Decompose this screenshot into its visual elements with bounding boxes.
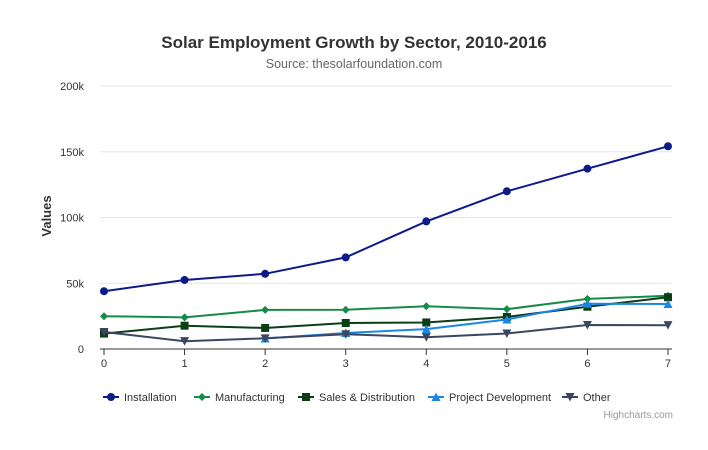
data-point[interactable] — [341, 305, 350, 314]
series-other — [99, 320, 673, 346]
y-tick-label: 150k — [60, 147, 84, 159]
data-point[interactable] — [421, 333, 431, 342]
chart-subtitle: Source: thesolarfoundation.com — [266, 57, 443, 71]
y-tick-label: 0 — [78, 344, 84, 356]
legend-marker[interactable] — [198, 393, 206, 401]
legend-item[interactable]: Manufacturing — [194, 392, 285, 404]
legend-item[interactable]: Other — [562, 392, 611, 404]
data-point[interactable] — [422, 318, 431, 327]
series-installation — [100, 142, 672, 296]
data-point[interactable] — [664, 293, 672, 302]
data-point[interactable] — [421, 324, 431, 334]
legend[interactable]: Installation Manufacturing Sales & Distrib… — [103, 392, 611, 404]
data-point[interactable] — [260, 334, 270, 343]
chart-title: Solar Employment Growth by Sector, 2010-… — [161, 33, 546, 52]
data-point[interactable] — [664, 142, 672, 151]
data-point[interactable] — [341, 253, 350, 262]
data-point[interactable] — [502, 329, 512, 338]
series-line[interactable] — [103, 294, 669, 319]
data-point[interactable] — [100, 312, 108, 321]
legend-item[interactable]: Installation — [103, 392, 177, 404]
series-line[interactable] — [103, 145, 669, 293]
x-tick-label: 0 — [101, 358, 107, 370]
data-point[interactable] — [180, 275, 189, 284]
data-point[interactable] — [341, 330, 351, 339]
data-point[interactable] — [180, 313, 189, 322]
data-point[interactable] — [100, 287, 108, 296]
data-point[interactable] — [180, 337, 190, 346]
x-tick-label: 4 — [423, 358, 429, 370]
legend-marker[interactable] — [107, 393, 115, 401]
data-point[interactable] — [261, 269, 270, 278]
legend-marker[interactable] — [431, 392, 441, 402]
grid-lines — [100, 85, 672, 284]
data-point[interactable] — [663, 299, 673, 308]
legend-item[interactable]: Project Development — [428, 392, 551, 404]
series-manufacturing — [100, 291, 672, 322]
data-point[interactable] — [583, 164, 592, 173]
data-point[interactable] — [261, 305, 270, 314]
data-point[interactable] — [99, 328, 109, 337]
x-tick-label: 6 — [584, 358, 590, 370]
y-tick-label: 50k — [66, 278, 84, 290]
legend-item[interactable]: Sales & Distribution — [298, 392, 415, 404]
x-tick-label: 5 — [504, 358, 510, 370]
data-point[interactable] — [663, 321, 673, 330]
data-point[interactable] — [502, 314, 512, 324]
legend-label: Other — [583, 392, 611, 404]
legend-label: Project Development — [449, 392, 551, 404]
axes: 0 50k 100k 150k 200k 0 1 2 3 4 5 6 7 — [60, 81, 672, 370]
credits-link[interactable]: Highcharts.com — [604, 410, 673, 421]
legend-label: Installation — [124, 392, 177, 404]
legend-marker[interactable] — [302, 393, 310, 401]
legend-label: Sales & Distribution — [319, 392, 415, 404]
y-tick-label: 100k — [60, 213, 84, 225]
data-point[interactable] — [582, 320, 592, 330]
data-point[interactable] — [583, 294, 592, 303]
data-point[interactable] — [422, 302, 431, 311]
data-point[interactable] — [180, 321, 189, 330]
y-axis-title: Values — [39, 195, 54, 236]
x-tick-label: 3 — [343, 358, 349, 370]
legend-marker[interactable] — [565, 393, 575, 402]
x-tick-label: 2 — [262, 358, 268, 370]
data-point[interactable] — [261, 323, 270, 332]
data-point[interactable] — [502, 305, 511, 314]
data-point[interactable] — [582, 299, 592, 308]
series — [99, 142, 673, 346]
data-point[interactable] — [502, 187, 511, 196]
y-tick-label: 200k — [60, 81, 84, 93]
legend-label: Manufacturing — [215, 392, 285, 404]
x-tick-label: 7 — [665, 358, 671, 370]
x-tick-label: 1 — [182, 358, 188, 370]
series-line[interactable] — [103, 296, 669, 335]
series-line[interactable] — [103, 324, 669, 343]
data-point[interactable] — [422, 217, 431, 226]
data-point[interactable] — [341, 319, 350, 328]
